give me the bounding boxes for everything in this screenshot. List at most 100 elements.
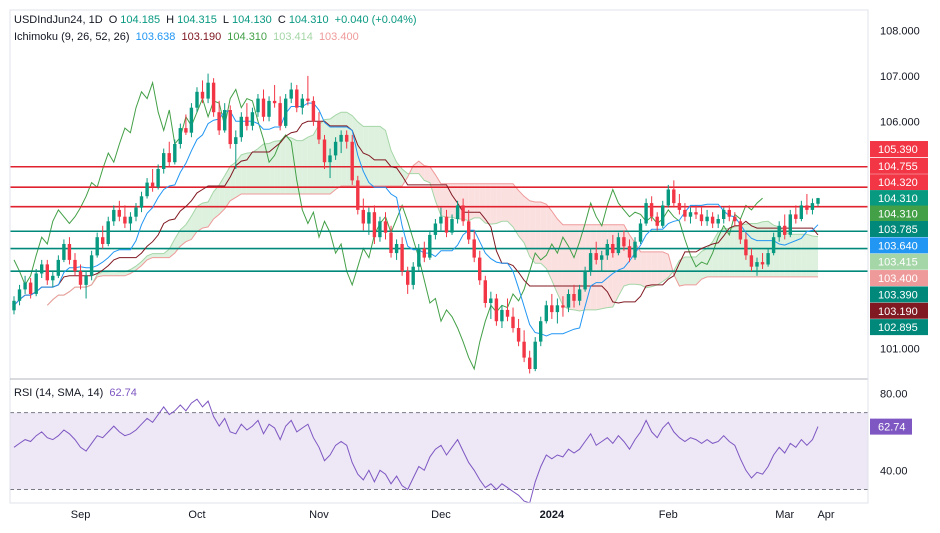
cloud-segment [524,196,530,257]
cloud-segment [202,201,209,229]
candle-body [67,244,72,260]
candle-body [444,216,449,233]
candle-body [722,209,726,219]
rsi-pane [10,398,868,504]
price-tag-label: 103.640 [878,240,918,252]
cloud-segment [324,119,331,194]
candle-body [261,98,266,117]
candle-body [760,262,765,265]
candle-body [95,237,99,256]
candle-body [583,271,587,290]
cloud-segment [651,251,658,287]
tenkan-value: 103.638 [135,31,176,43]
candle-body [189,107,194,133]
candle-body [600,255,604,260]
span-a-line [46,111,819,312]
span-b-line [46,160,818,306]
cloud-segment [474,183,480,218]
price-tag [870,157,928,174]
cloud-segment [779,226,785,277]
cloud-segment [696,251,702,285]
candle-body [117,209,121,217]
kijun-line [13,120,819,306]
cloud-segment [341,112,347,187]
cloud-segment [257,144,264,194]
rsi-value-tag-label: 62.74 [878,422,906,434]
candles [12,73,820,374]
candle-body [661,205,665,226]
cloud-segment [180,224,186,247]
candle-body [666,189,670,206]
low-label: L [222,14,230,26]
cloud-segment [513,183,519,237]
price-tag [870,270,928,287]
candle-body [84,275,88,285]
candle-body [417,248,421,267]
candle-body [394,244,399,254]
candle-body [483,280,487,303]
price-tag-label: 104.310 [878,209,918,221]
candle-body [28,282,33,294]
cloud-segment [546,204,552,281]
cloud-segment [479,183,486,223]
ichimoku-legend: Ichimoku (9, 26, 52, 26) 103.638 103.190… [14,31,362,43]
candle-body [455,205,460,219]
candle-body [577,289,582,301]
cloud-segment [185,216,192,242]
rsi-tick-label: 40.00 [880,465,908,477]
kijun-value: 103.190 [181,31,222,43]
candle-body [688,212,693,217]
price-tag [870,237,928,254]
candle-body [705,216,709,222]
span-b-value: 103.400 [318,31,359,43]
cloud-segment [213,184,220,219]
cloud-segment [363,126,369,187]
candle-body [128,216,133,224]
candle-body [378,221,382,238]
cloud-segment [607,224,613,308]
price-tag [870,205,928,222]
candle-body [40,264,44,274]
price-tag-label: 104.755 [878,161,918,173]
candle-body [428,234,432,258]
candle-body [588,253,593,272]
rsi-band [10,412,868,490]
cloud-segment [723,228,730,277]
candle-body [300,98,304,108]
candle-body [78,271,83,285]
cloud-segment [335,112,342,190]
candle-body [533,341,537,369]
cloud-segment [496,183,502,224]
time-tick-label: Dec [431,509,451,521]
cloud-segment [618,224,624,297]
candle-body [223,110,227,131]
candle-body [461,205,465,222]
candle-body [649,203,654,217]
tenkan-line [13,102,819,337]
cloud-segment [280,136,286,194]
axes: 108.000 107.000 106.000 101.000 105.390 104.7… [9,9,928,521]
cloud-segment [241,153,247,194]
cloud-segment [269,141,275,194]
price-tag-label: 103.785 [878,224,918,236]
candle-body [272,100,277,104]
cloud-segment [158,253,164,258]
candle-body [167,153,171,163]
candle-body [638,223,643,242]
price-tag [870,286,928,303]
cloud-segment [429,166,436,201]
candle-body [339,134,343,142]
candle-body [467,221,471,240]
candle-body [295,89,299,108]
price-tag-label: 104.320 [878,177,918,189]
cloud-segment [657,251,663,285]
candle-body [744,239,748,256]
candle-body [611,244,615,254]
cloud-segment [596,224,602,310]
candle-body [322,139,327,163]
candle-body [749,255,754,267]
candle-body [106,221,110,244]
candle-body [550,305,554,313]
rsi-tick-label: 80.00 [880,388,908,400]
cloud-segment [391,150,397,187]
